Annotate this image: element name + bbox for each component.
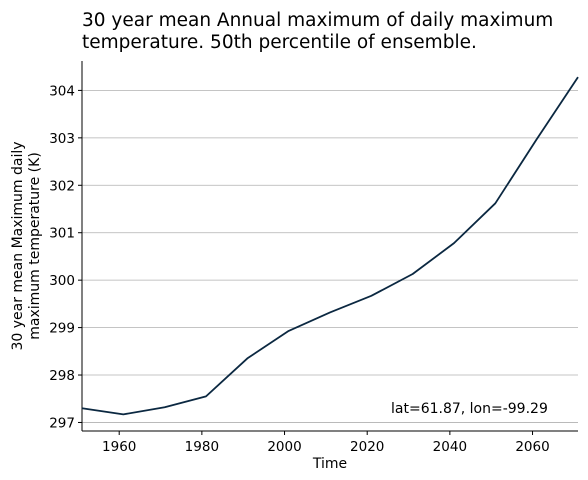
gridlines [82,90,578,423]
annotation-box [384,394,578,420]
y-tick-label: 301 [49,226,75,242]
x-tick-label: 2020 [350,439,384,455]
y-tick-label: 297 [49,415,75,431]
x-tick-label: 1980 [185,439,219,455]
y-axis-ticks: 297 298 299 300 301 302 303 304 [49,83,82,431]
x-tick-label: 2000 [267,439,301,455]
x-axis-ticks: 1960 1980 2000 2020 2040 2060 [102,431,550,455]
chart-title-line1: 30 year mean Annual maximum of daily max… [82,10,553,31]
series-line [81,76,579,416]
chart-title-line2: temperature. 50th percentile of ensemble… [82,32,477,53]
series-group [81,76,579,416]
x-tick-label: 1960 [102,439,136,455]
y-tick-label: 300 [49,273,75,289]
y-tick-label: 303 [49,131,75,147]
y-tick-label: 299 [49,321,75,337]
x-tick-label: 2060 [515,439,549,455]
y-tick-label: 304 [49,83,75,99]
location-annotation: lat=61.87, lon=-99.29 [391,401,548,417]
y-tick-label: 298 [49,368,75,384]
y-axis-label-line1: 30 year mean Maximum daily [10,141,26,350]
x-tick-label: 2040 [433,439,467,455]
y-tick-label: 302 [49,178,75,194]
x-axis-label: Time [312,456,347,472]
y-axis-label-line2: maximum temperature (K) [27,152,43,340]
